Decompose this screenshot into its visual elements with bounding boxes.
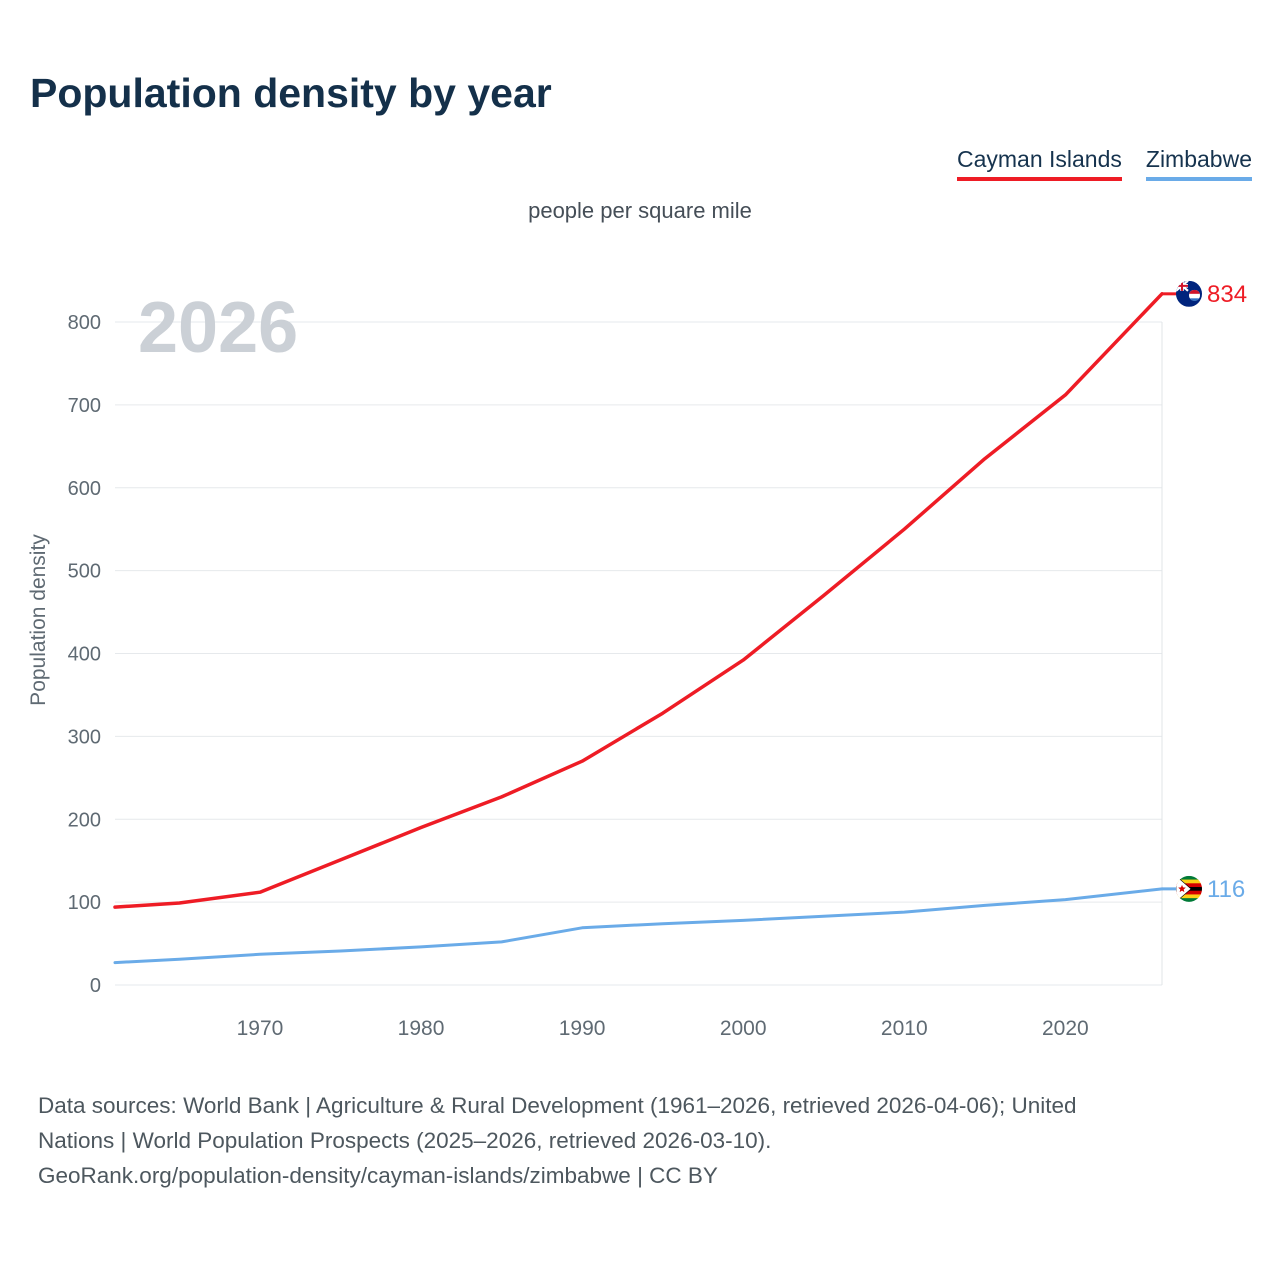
footer-line: Nations | World Population Prospects (20… <box>38 1128 772 1153</box>
legend: Cayman Islands Zimbabwe <box>956 146 1252 181</box>
legend-item-zimbabwe[interactable]: Zimbabwe <box>1145 146 1252 181</box>
page-title: Population density by year <box>30 70 552 116</box>
y-tick-label: 500 <box>68 561 101 583</box>
y-tick-label: 0 <box>90 975 101 997</box>
y-tick-label: 800 <box>68 312 101 334</box>
footer-line: Data sources: World Bank | Agriculture &… <box>38 1093 1077 1118</box>
x-tick-label: 2010 <box>881 1017 928 1040</box>
watermark-year: 2026 <box>138 288 298 368</box>
data-sources-footer: Data sources: World Bank | Agriculture &… <box>38 1088 1076 1193</box>
x-tick-label: 2000 <box>720 1017 767 1040</box>
x-tick-label: 1980 <box>398 1017 445 1040</box>
x-tick-label: 1990 <box>559 1017 606 1040</box>
y-tick-label: 400 <box>68 644 101 666</box>
chart-units-subtitle: people per square mile <box>528 198 752 223</box>
y-tick-label: 200 <box>68 809 101 831</box>
y-tick-label: 700 <box>68 395 101 417</box>
legend-item-cayman-islands[interactable]: Cayman Islands <box>956 146 1122 181</box>
y-tick-label: 300 <box>68 726 101 748</box>
y-axis-label: Population density <box>27 534 50 706</box>
x-tick-label: 1970 <box>237 1017 284 1040</box>
population-density-line-chart: 0 100 200 300 400 500 600 700 800 1970 1980 1990 200… <box>27 280 1247 1040</box>
series-end-value-cayman-islands: 834 <box>1207 281 1247 308</box>
series-end-value-zimbabwe: 116 <box>1207 876 1245 903</box>
cayman-islands-flag-icon <box>1176 280 1202 307</box>
y-tick-label: 600 <box>68 478 101 500</box>
x-tick-label: 2020 <box>1042 1017 1089 1040</box>
series-line-cayman-islands[interactable] <box>113 292 1164 909</box>
zimbabwe-flag-icon <box>1176 875 1202 902</box>
footer-line: GeoRank.org/population-density/cayman-is… <box>38 1163 718 1188</box>
y-tick-label: 100 <box>68 892 101 914</box>
series-line-zimbabwe[interactable] <box>113 887 1164 965</box>
